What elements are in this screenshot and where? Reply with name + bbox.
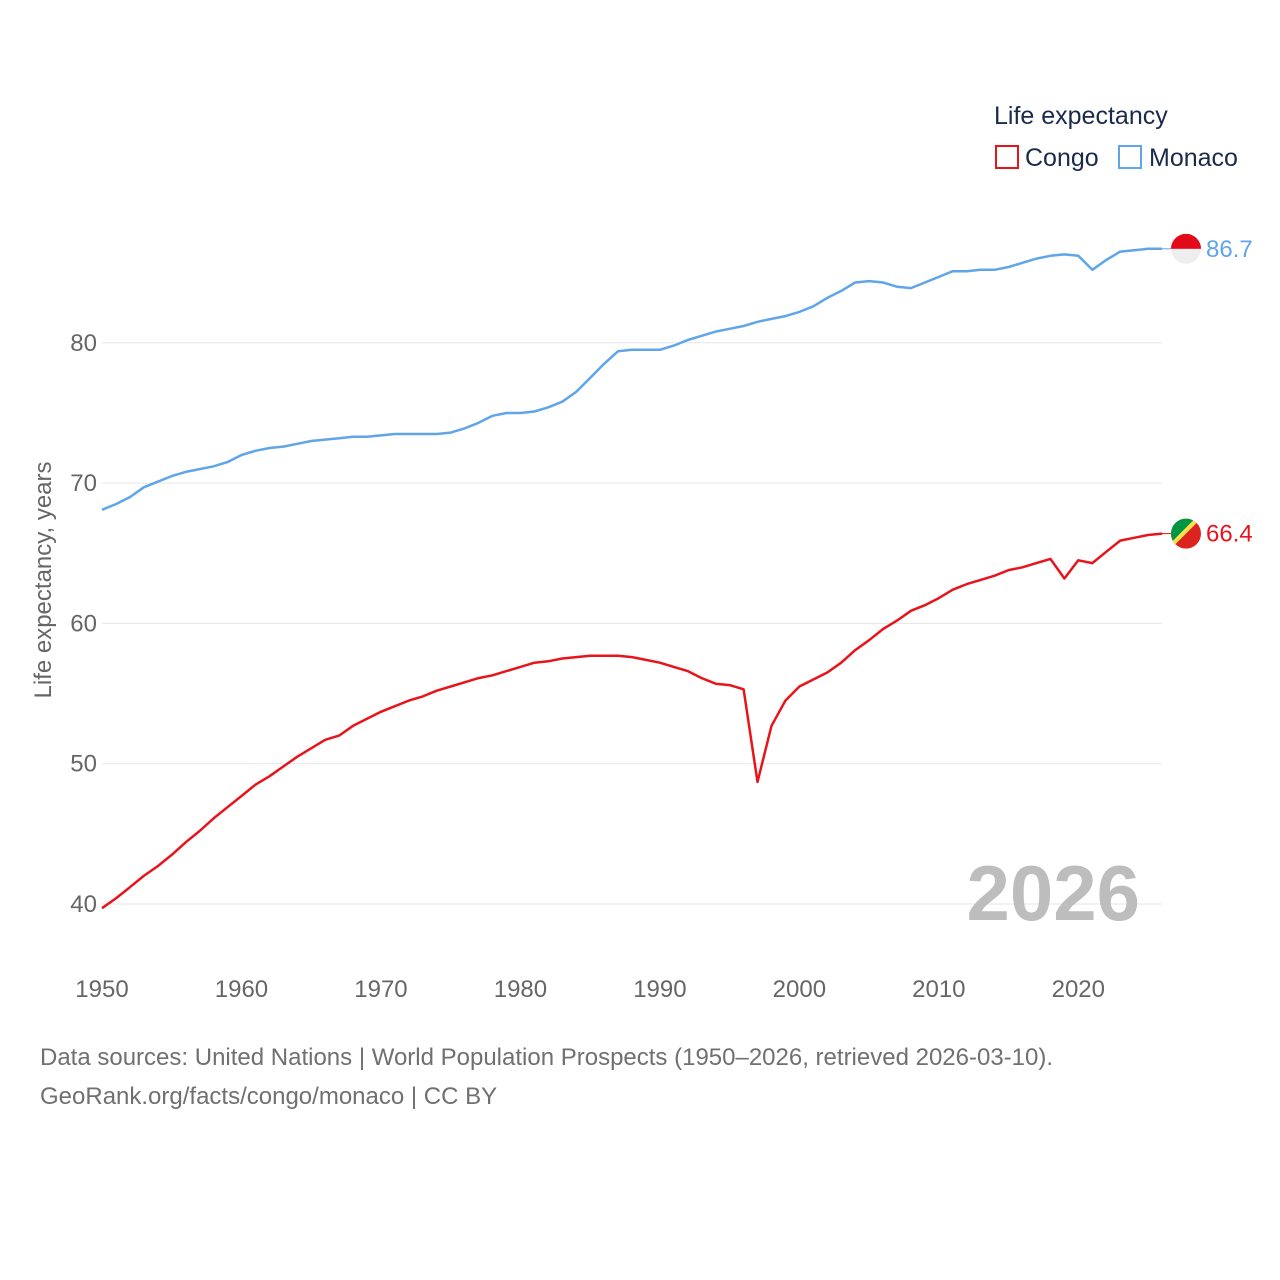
year-watermark: 2026: [966, 849, 1140, 937]
x-tick-label: 2000: [773, 976, 826, 1003]
series-line-monaco[interactable]: [101, 247, 1162, 511]
y-axis-title: Life expectancy, years: [30, 461, 57, 698]
x-tick-label: 1950: [75, 976, 128, 1003]
credit-link[interactable]: GeoRank.org/facts/congo/monaco | CC BY: [40, 1083, 498, 1110]
legend-title: Life expectancy: [994, 102, 1168, 130]
y-axis-ticks: 40 50 60 70 80: [70, 330, 97, 918]
x-tick-label: 2010: [912, 976, 965, 1003]
congo-flag-icon: [1171, 518, 1201, 549]
monaco-end-marker: 86.7: [1171, 233, 1253, 264]
legend-swatch-congo: [995, 145, 1019, 169]
y-tick-label: 40: [70, 891, 97, 918]
gridlines: [102, 342, 1162, 905]
y-tick-label: 60: [70, 610, 97, 637]
legend-label-congo: Congo: [1025, 144, 1099, 172]
y-tick-label: 80: [70, 330, 97, 357]
legend: Life expectancy Congo Monaco: [994, 102, 1238, 172]
x-axis-ticks: 1950 1960 1970 1980 1990 2000 2010 2020: [75, 976, 1105, 1003]
x-tick-label: 1960: [215, 976, 268, 1003]
congo-end-marker: 66.4: [1171, 518, 1253, 549]
legend-item-monaco[interactable]: Monaco: [1118, 144, 1238, 172]
legend-label-monaco: Monaco: [1149, 144, 1238, 172]
x-tick-label: 1970: [354, 976, 407, 1003]
congo-end-value: 66.4: [1206, 521, 1253, 548]
monaco-flag-icon: [1171, 233, 1201, 264]
series-layer: [101, 247, 1171, 910]
y-tick-label: 50: [70, 751, 97, 778]
legend-swatch-monaco: [1118, 145, 1142, 169]
data-source-note: Data sources: United Nations | World Pop…: [40, 1044, 1054, 1071]
x-tick-label: 1980: [494, 976, 547, 1003]
x-tick-label: 1990: [633, 976, 686, 1003]
legend-item-congo[interactable]: Congo: [995, 144, 1099, 172]
series-line-congo[interactable]: [101, 532, 1163, 910]
monaco-end-value: 86.7: [1206, 236, 1253, 263]
x-tick-label: 2020: [1052, 976, 1105, 1003]
y-tick-label: 70: [70, 470, 97, 497]
